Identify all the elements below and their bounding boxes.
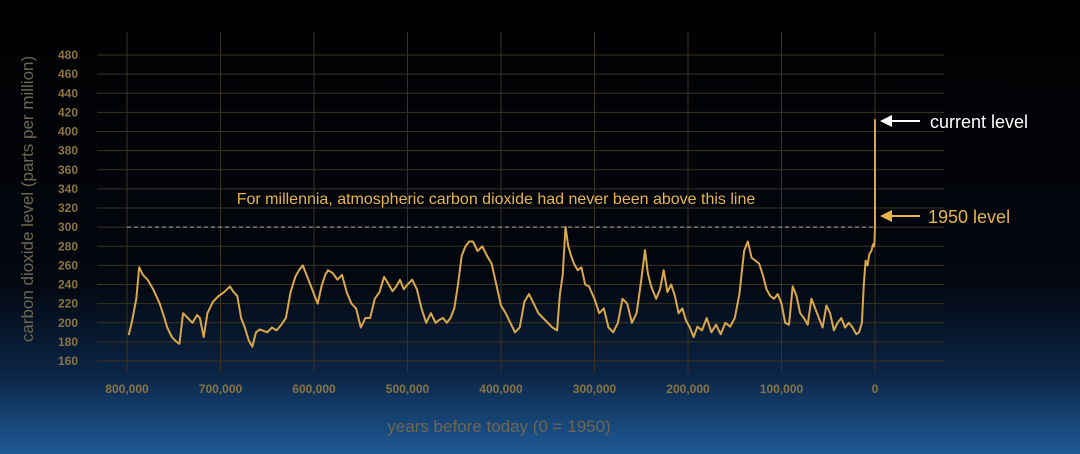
y-tick-label: 420: [58, 105, 78, 119]
y-tick-label: 340: [58, 182, 78, 196]
y-tick-label: 440: [58, 86, 78, 100]
level-1950-arrow-icon: [880, 210, 892, 222]
level-1950-label: 1950 level: [928, 207, 1010, 227]
x-tick-label: 400,000: [479, 382, 523, 396]
x-tick-label: 300,000: [573, 382, 617, 396]
co2-series-line: [127, 119, 876, 348]
x-tick-label: 100,000: [760, 382, 804, 396]
y-tick-label: 240: [58, 278, 78, 292]
x-tick-label: 200,000: [666, 382, 710, 396]
y-tick-label: 280: [58, 239, 78, 253]
level-1950-annotation: 1950 level: [880, 207, 1010, 227]
y-tick-label: 320: [58, 201, 78, 215]
grid: [97, 32, 944, 372]
y-tick-label: 400: [58, 125, 78, 139]
y-tick-label: 380: [58, 144, 78, 158]
y-tick-label: 160: [58, 354, 78, 368]
y-tick-label: 360: [58, 163, 78, 177]
y-tick-label: 220: [58, 297, 78, 311]
x-tick-labels: 800,000 700,000 600,000 500,000 400,000 300,0…: [105, 382, 878, 396]
y-tick-label: 180: [58, 335, 78, 349]
x-tick-label: 600,000: [292, 382, 336, 396]
current-level-label: current level: [930, 112, 1028, 132]
x-tick-label: 800,000: [105, 382, 149, 396]
y-tick-label: 300: [58, 220, 78, 234]
current-level-annotation: current level: [880, 112, 1028, 132]
current-level-arrow-icon: [880, 115, 892, 127]
y-tick-label: 260: [58, 258, 78, 272]
y-tick-label: 200: [58, 316, 78, 330]
reference-line-note: For millennia, atmospheric carbon dioxid…: [237, 191, 756, 208]
x-axis-title: years before today (0 = 1950): [387, 417, 611, 436]
x-tick-label: 0: [872, 382, 879, 396]
series-group: [127, 119, 876, 348]
x-tick-label: 700,000: [199, 382, 243, 396]
y-tick-label: 460: [58, 67, 78, 81]
x-tick-label: 500,000: [386, 382, 430, 396]
y-axis-title: carbon dioxide level (parts per million): [18, 56, 37, 342]
y-tick-labels: 160 180 200 220 240 260 280 300 320 340 360 380 400 4…: [58, 48, 78, 368]
y-tick-label: 480: [58, 48, 78, 62]
